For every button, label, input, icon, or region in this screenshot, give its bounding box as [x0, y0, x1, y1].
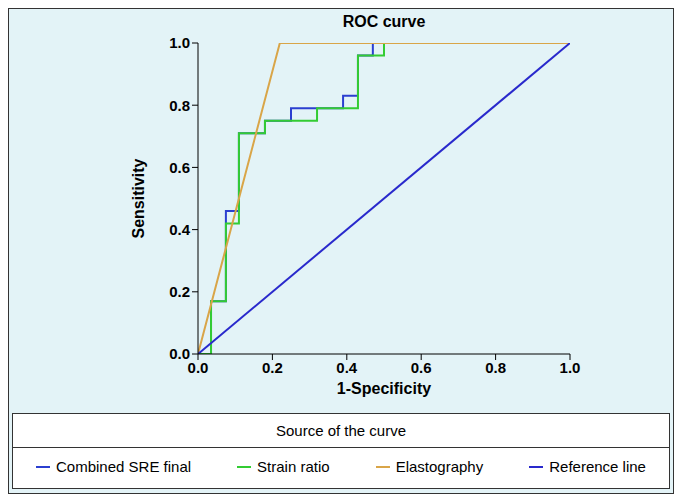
- svg-text:0.2: 0.2: [262, 359, 283, 376]
- svg-text:0.6: 0.6: [169, 159, 190, 176]
- html-text:ROC curve: ROC curve: [342, 13, 426, 30]
- svg-text:Sensitivity: Sensitivity: [130, 158, 147, 238]
- svg-text:1-Specificity: 1-Specificity: [337, 380, 431, 397]
- html-text:Source of the curve: Source of the curve: [276, 422, 406, 439]
- svg-text:0.4: 0.4: [336, 359, 358, 376]
- svg-text:0.0: 0.0: [188, 359, 209, 376]
- html-text:Reference line: Reference line: [549, 458, 646, 475]
- svg-text:0.8: 0.8: [169, 97, 190, 114]
- svg-text:0.0: 0.0: [169, 345, 190, 362]
- svg-text:0.8: 0.8: [485, 359, 506, 376]
- svg-text:0.6: 0.6: [411, 359, 432, 376]
- svg-text:0.2: 0.2: [169, 283, 190, 300]
- html-text:Elastography: Elastography: [395, 458, 484, 475]
- svg-text:1.0: 1.0: [560, 359, 581, 376]
- html-text:Combined SRE final: Combined SRE final: [56, 458, 192, 475]
- svg-text:0.4: 0.4: [169, 221, 191, 238]
- svg-text:1.0: 1.0: [169, 34, 190, 51]
- html-text:Strain ratio: Strain ratio: [257, 458, 330, 475]
